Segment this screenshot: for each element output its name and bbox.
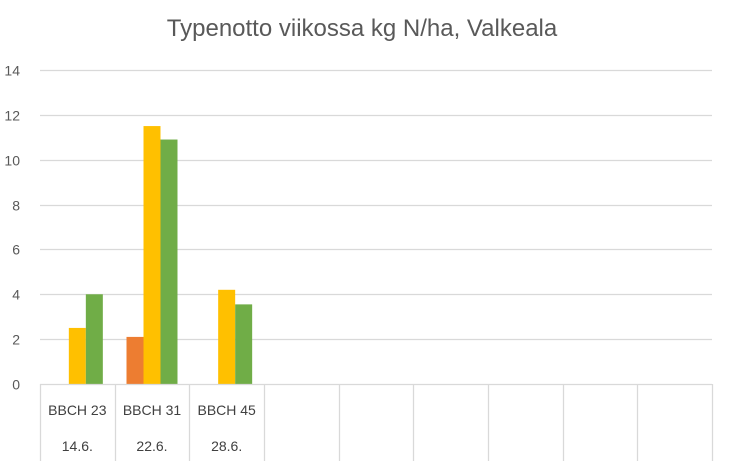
y-tick-label: 0 xyxy=(12,377,20,393)
bar xyxy=(126,336,144,384)
y-tick-label: 12 xyxy=(4,108,20,124)
x-category-label: BBCH 31 xyxy=(123,402,182,418)
x-category-date-label: 28.6. xyxy=(211,438,242,454)
x-category-label: BBCH 45 xyxy=(197,402,256,418)
y-tick-label: 8 xyxy=(12,198,20,214)
bar xyxy=(68,327,86,384)
bar xyxy=(143,126,161,385)
bars xyxy=(68,126,253,385)
x-category-date-label: 14.6. xyxy=(62,438,93,454)
chart-title: Typenotto viikossa kg N/ha, Valkeala xyxy=(167,15,558,42)
bar xyxy=(235,304,253,384)
y-axis-tick-labels: 0 2 4 6 8 10 12 14 xyxy=(4,63,20,393)
grid-lines xyxy=(40,69,712,341)
x-category-label: BBCH 23 xyxy=(48,402,107,418)
y-tick-label: 10 xyxy=(4,153,20,169)
y-tick-label: 2 xyxy=(12,332,20,348)
x-axis: BBCH 23 14.6. BBCH 31 22.6. BBCH 45 28.6. xyxy=(39,383,714,461)
bar xyxy=(85,294,103,384)
y-tick-label: 14 xyxy=(4,63,20,79)
y-tick-label: 6 xyxy=(12,242,20,258)
y-tick-label: 4 xyxy=(12,287,20,303)
bar xyxy=(160,139,178,384)
x-category-date-label: 22.6. xyxy=(136,438,167,454)
bar xyxy=(218,289,236,384)
